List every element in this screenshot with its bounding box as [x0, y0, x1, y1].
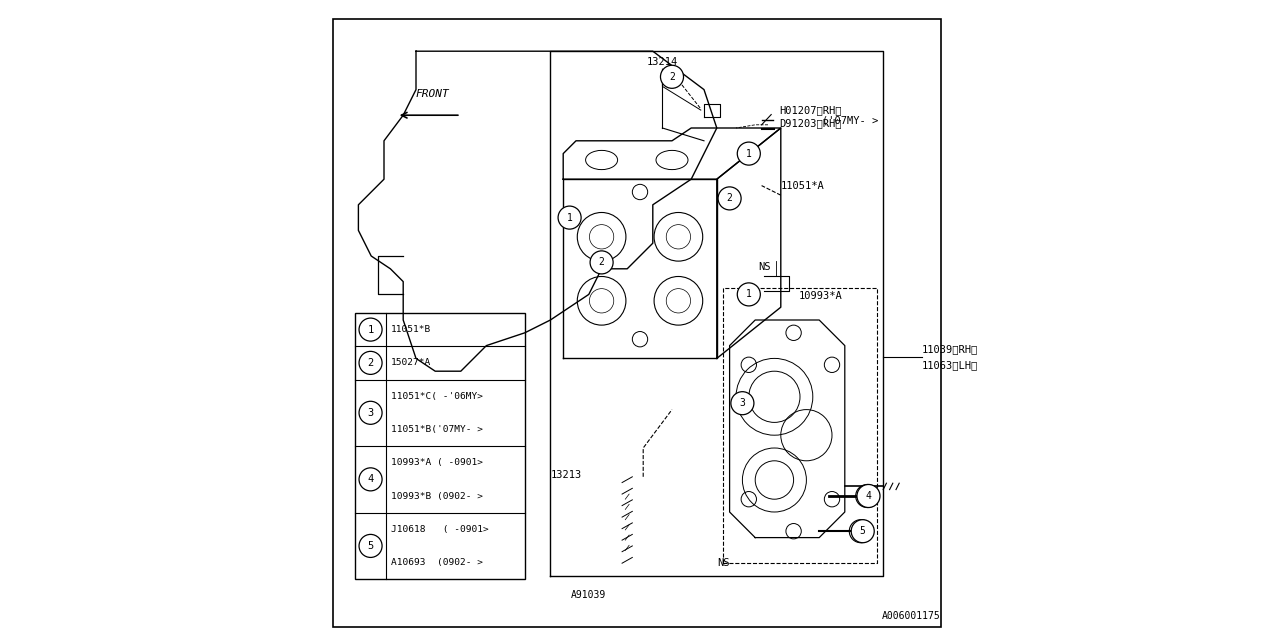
Text: 11063〈LH〉: 11063〈LH〉	[922, 360, 978, 370]
Text: ('07MY- >: ('07MY- >	[823, 115, 878, 125]
Text: NS: NS	[717, 558, 730, 568]
Text: 10993*A: 10993*A	[799, 291, 842, 301]
Text: 1: 1	[367, 324, 374, 335]
Text: 11051*C( -'06MY>: 11051*C( -'06MY>	[392, 392, 483, 401]
Text: 1: 1	[746, 289, 751, 300]
Text: 13213: 13213	[552, 470, 582, 480]
Circle shape	[731, 392, 754, 415]
Circle shape	[558, 206, 581, 229]
Text: 2: 2	[669, 72, 675, 82]
Text: 1: 1	[746, 148, 751, 159]
Text: 5: 5	[367, 541, 374, 551]
Text: 11051*B: 11051*B	[392, 325, 431, 334]
Text: 3: 3	[740, 398, 745, 408]
Text: 13214: 13214	[646, 57, 678, 67]
Text: 5: 5	[860, 526, 865, 536]
Text: FRONT: FRONT	[415, 89, 449, 99]
Text: D91203〈RH〉: D91203〈RH〉	[780, 118, 842, 128]
Text: 2: 2	[727, 193, 732, 204]
Circle shape	[718, 187, 741, 210]
Text: 1: 1	[567, 212, 572, 223]
Circle shape	[858, 484, 881, 508]
Text: 10993*A ( -0901>: 10993*A ( -0901>	[392, 458, 483, 467]
Circle shape	[660, 65, 684, 88]
Bar	[356, 313, 525, 579]
Text: 11051*A: 11051*A	[781, 180, 824, 191]
Text: A91039: A91039	[571, 590, 607, 600]
Text: H01207〈RH〉: H01207〈RH〉	[780, 105, 842, 115]
Text: A006001175: A006001175	[882, 611, 941, 621]
Text: J10618   ( -0901>: J10618 ( -0901>	[392, 525, 489, 534]
Text: 4: 4	[865, 491, 872, 501]
Text: A10693  (0902- >: A10693 (0902- >	[392, 558, 483, 567]
Text: 15027*A: 15027*A	[392, 358, 431, 367]
Circle shape	[851, 520, 874, 543]
Circle shape	[737, 142, 760, 165]
Text: NS: NS	[759, 262, 771, 272]
Text: 2: 2	[599, 257, 604, 268]
Text: 10993*B (0902- >: 10993*B (0902- >	[392, 492, 483, 500]
Text: 3: 3	[367, 408, 374, 418]
Circle shape	[737, 283, 760, 306]
Text: 4: 4	[367, 474, 374, 484]
Text: 11039〈RH〉: 11039〈RH〉	[922, 344, 978, 354]
Circle shape	[590, 251, 613, 274]
Text: 11051*B('07MY- >: 11051*B('07MY- >	[392, 425, 483, 434]
Text: 2: 2	[367, 358, 374, 368]
